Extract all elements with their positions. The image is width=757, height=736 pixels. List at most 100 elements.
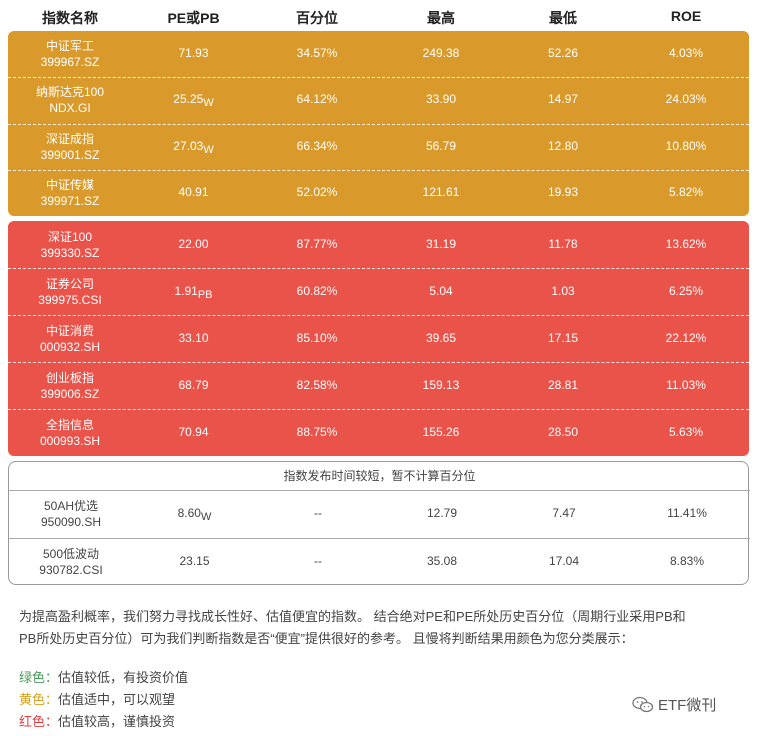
row-separator <box>8 362 749 363</box>
low-value-text: 14.97 <box>547 92 579 107</box>
table-row: 证券公司 399975.CSI 1.91PB 60.82% 5.04 1.03 6.25% <box>8 268 749 315</box>
index-code: 399967.SZ <box>40 55 100 70</box>
percentile-value-text: 34.57% <box>296 46 338 61</box>
index-name: 中证传媒 <box>45 177 94 192</box>
low-value-text: 1.03 <box>551 283 575 298</box>
high-value: 155.26 <box>379 425 503 439</box>
pe-value: 70.94 <box>132 425 255 439</box>
low-value: 17.04 <box>504 554 624 568</box>
legend-green: 绿色：估值较低，有投资价值 <box>19 667 188 689</box>
header-high: 最高 <box>427 10 455 26</box>
index-code: 950090.SH <box>40 515 102 529</box>
index-name: 全指信息 <box>45 417 94 432</box>
header-name: 指数名称 <box>42 10 98 26</box>
high-value-text: 35.08 <box>426 554 458 568</box>
legend-red: 红色：估值较高，谨慎投资 <box>19 711 175 733</box>
high-value-text: 12.79 <box>426 506 458 520</box>
pe-value: 8.60W <box>133 506 256 523</box>
index-name-cell: 创业板指 399006.SZ <box>8 370 132 402</box>
pe-value: 27.03W <box>132 138 255 156</box>
index-code: 930782.CSI <box>39 563 103 577</box>
roe-value-text: 10.80% <box>665 138 707 153</box>
high-value: 39.65 <box>379 331 503 345</box>
no-percentile-notice: 指数发布时间较短，暂不计算百分位 <box>283 469 476 483</box>
roe-value: 4.03% <box>623 46 749 60</box>
low-value: 7.47 <box>504 506 624 520</box>
index-code: 399001.SZ <box>40 147 100 162</box>
pe-value-text: 27.03 <box>173 138 204 153</box>
legend-green-key: 绿色： <box>19 670 59 685</box>
pe-value: 25.25W <box>132 92 255 110</box>
percentile-value-text: -- <box>314 554 322 568</box>
percentile-value: 85.10% <box>255 331 379 345</box>
roe-value-text: 13.62% <box>665 236 707 251</box>
pe-value: 68.79 <box>132 378 255 392</box>
low-value-text: 52.26 <box>547 46 579 61</box>
table-row: 创业板指 399006.SZ 68.79 82.58% 159.13 28.81 11.03… <box>8 362 749 409</box>
metric-suffix: W <box>203 97 214 110</box>
high-value: 159.13 <box>379 378 503 392</box>
pe-value-text: 22.00 <box>178 236 209 251</box>
table-row: 深证100 399330.SZ 22.00 87.77% 31.19 11.78 13.62… <box>8 221 749 268</box>
percentile-value: 88.75% <box>255 425 379 439</box>
low-value-text: 11.78 <box>548 236 578 251</box>
high-value-text: 56.79 <box>425 138 457 153</box>
index-name: 中证消费 <box>45 323 94 338</box>
row-separator <box>8 409 749 410</box>
row-separator <box>8 77 749 79</box>
index-name-cell: 深证成指 399001.SZ <box>8 131 132 163</box>
percentile-value: -- <box>256 554 380 568</box>
row-separator <box>8 169 749 171</box>
low-value-text: 19.93 <box>547 184 579 199</box>
pe-value: 23.15 <box>133 554 256 568</box>
legend-yellow-key: 黄色： <box>19 692 59 707</box>
index-name: 证券公司 <box>45 276 94 291</box>
roe-value-text: 11.41% <box>667 506 707 520</box>
index-name: 纳斯达克100 <box>35 85 105 100</box>
low-value-text: 17.15 <box>547 330 579 345</box>
percentile-value: 34.57% <box>255 46 379 60</box>
high-value-text: 155.26 <box>422 424 460 439</box>
brand-watermark: ETF微刊 <box>632 694 716 715</box>
pe-value-text: 70.94 <box>178 424 209 439</box>
index-name-cell: 中证消费 000932.SH <box>8 323 132 355</box>
roe-value-text: 4.03% <box>668 46 704 61</box>
low-value: 52.26 <box>503 46 623 60</box>
percentile-value-text: 87.77% <box>296 236 338 251</box>
table-row: 中证消费 000932.SH 33.10 85.10% 39.65 17.15 22.12% <box>8 315 749 362</box>
high-value-text: 159.13 <box>422 377 460 392</box>
pe-value: 33.10 <box>132 331 255 345</box>
high-value: 56.79 <box>379 139 503 153</box>
wechat-icon <box>632 696 654 712</box>
row-separator <box>8 123 749 125</box>
roe-value: 10.80% <box>623 139 749 153</box>
roe-value: 6.25% <box>623 284 749 298</box>
index-name: 深证成指 <box>45 131 94 146</box>
roe-value: 5.82% <box>623 185 749 199</box>
percentile-value-text: -- <box>314 506 322 520</box>
header-pe: PE或PB <box>167 10 220 26</box>
percentile-value-text: 52.02% <box>296 184 338 199</box>
low-value: 28.50 <box>503 425 623 439</box>
legend-red-key: 红色： <box>19 714 59 729</box>
index-name-cell: 50AH优选 950090.SH <box>9 498 133 530</box>
low-value: 14.97 <box>503 92 623 106</box>
index-code: 000993.SH <box>39 433 101 448</box>
description-line-1: 为提高盈利概率，我们努力寻找成长性好、估值便宜的指数。 结合绝对PE和PE所处历… <box>19 609 686 624</box>
index-name-cell: 中证军工 399967.SZ <box>8 38 132 70</box>
table-row: 500低波动 930782.CSI 23.15 -- 35.08 17.04 8.83% <box>9 538 750 586</box>
table-row: 全指信息 000993.SH 70.94 88.75% 155.26 28.50 5.63% <box>8 409 749 456</box>
roe-value-text: 11.03% <box>666 377 706 392</box>
index-name: 深证100 <box>47 229 93 244</box>
percentile-value: 66.34% <box>255 139 379 153</box>
row-separator <box>9 538 750 539</box>
percentile-value: 87.77% <box>255 237 379 251</box>
percentile-value-text: 66.34% <box>296 138 338 153</box>
index-code: NDX.GI <box>49 101 91 116</box>
high-value: 5.04 <box>379 284 503 298</box>
low-value: 28.81 <box>503 378 623 392</box>
roe-value-text: 24.03% <box>665 92 707 107</box>
low-value-text: 28.50 <box>547 424 579 439</box>
percentile-value-text: 64.12% <box>296 92 338 107</box>
index-name-cell: 500低波动 930782.CSI <box>9 546 133 578</box>
